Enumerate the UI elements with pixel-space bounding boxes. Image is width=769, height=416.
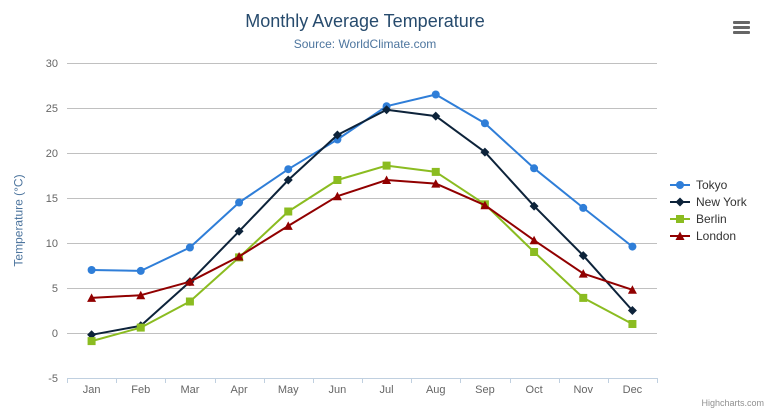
x-axis-label: Jan: [83, 384, 101, 396]
x-axis-label: Feb: [131, 384, 150, 396]
data-point-marker[interactable]: [382, 105, 392, 115]
data-point-marker[interactable]: [382, 161, 391, 170]
data-point-marker[interactable]: [136, 290, 146, 300]
series-line-tokyo[interactable]: [90, 93, 634, 272]
chart-subtitle: Source: WorldClimate.com: [293, 37, 437, 51]
data-point-marker[interactable]: [382, 175, 392, 185]
x-axis-label: May: [278, 384, 299, 396]
data-point-marker[interactable]: [431, 179, 441, 188]
x-axis-label: Jun: [329, 384, 347, 396]
legend-item-tokyo[interactable]: Tokyo: [669, 176, 747, 193]
data-point-marker[interactable]: [579, 203, 588, 212]
chart-title: Monthly Average Temperature: [245, 11, 485, 31]
legend-label: Tokyo: [696, 177, 728, 192]
y-axis-title: Temperature (°C): [11, 174, 26, 267]
data-point-marker[interactable]: [578, 269, 588, 278]
data-point-marker[interactable]: [431, 90, 440, 99]
series-tokyo: [87, 90, 637, 275]
data-point-marker[interactable]: [283, 221, 293, 230]
y-axis-label: 15: [46, 193, 58, 205]
data-point-marker[interactable]: [185, 297, 194, 306]
data-point-marker[interactable]: [87, 330, 97, 340]
hamburger-bar: [733, 26, 750, 29]
hamburger-bar: [733, 21, 750, 24]
x-axis-label: Dec: [623, 384, 643, 396]
chart-legend: Tokyo New York Berlin London: [669, 176, 747, 244]
y-axis-label: -5: [48, 373, 58, 385]
highcharts-credits-link[interactable]: Highcharts.com: [701, 398, 764, 408]
series-line-new-york[interactable]: [90, 108, 634, 336]
series-new-york: [87, 105, 637, 340]
x-axis-label: Jul: [380, 384, 394, 396]
x-axis-label: Aug: [426, 384, 446, 396]
legend-symbol: [675, 231, 685, 240]
data-point-marker[interactable]: [530, 248, 539, 256]
legend-symbol: [675, 197, 685, 206]
data-point-marker[interactable]: [332, 191, 342, 201]
legend-marker-triangle-icon: [670, 231, 690, 240]
y-axis-label: 30: [46, 58, 58, 70]
hamburger-icon[interactable]: [733, 21, 750, 34]
legend-item-new-york[interactable]: New York: [669, 193, 747, 210]
x-axis-label: Apr: [231, 384, 248, 396]
legend-item-london[interactable]: London: [669, 227, 747, 244]
legend-marker-square-icon: [670, 214, 690, 223]
series-line-berlin[interactable]: [90, 164, 634, 343]
y-axis-label: 10: [46, 238, 58, 250]
data-point-marker[interactable]: [480, 147, 490, 157]
data-point-marker[interactable]: [284, 207, 293, 216]
series-london: [87, 175, 637, 302]
x-axis-label: Mar: [180, 384, 199, 396]
data-point-marker[interactable]: [87, 293, 97, 302]
y-axis-label: 5: [52, 283, 58, 295]
data-point-marker[interactable]: [87, 266, 96, 274]
hamburger-bar: [733, 31, 750, 34]
legend-label: Berlin: [696, 211, 727, 226]
data-point-marker[interactable]: [234, 226, 244, 236]
series-line-london[interactable]: [90, 179, 634, 299]
legend-marker-diamond-icon: [670, 197, 690, 206]
data-point-marker[interactable]: [627, 306, 637, 315]
legend-symbol: [676, 180, 684, 189]
data-point-marker[interactable]: [136, 266, 145, 275]
data-point-marker[interactable]: [480, 200, 490, 210]
data-point-marker[interactable]: [235, 198, 244, 207]
data-point-marker[interactable]: [185, 243, 194, 252]
data-point-marker[interactable]: [431, 167, 440, 176]
x-axis-label: Nov: [573, 384, 593, 396]
legend-marker-circle-icon: [670, 180, 690, 189]
data-point-marker[interactable]: [627, 285, 637, 294]
data-point-marker[interactable]: [579, 293, 588, 302]
data-point-marker[interactable]: [234, 252, 244, 261]
data-point-marker[interactable]: [136, 323, 145, 332]
data-point-marker[interactable]: [87, 337, 96, 346]
data-point-marker[interactable]: [529, 201, 539, 211]
data-point-marker[interactable]: [333, 176, 342, 184]
data-point-marker[interactable]: [284, 165, 293, 174]
y-axis-label: 0: [52, 328, 58, 340]
data-point-marker[interactable]: [530, 164, 539, 173]
data-point-marker[interactable]: [628, 242, 637, 251]
y-axis-label: 25: [46, 103, 58, 115]
data-point-marker[interactable]: [578, 251, 588, 261]
data-point-marker[interactable]: [431, 111, 441, 121]
data-point-marker[interactable]: [185, 277, 195, 286]
legend-label: New York: [696, 194, 747, 209]
data-point-marker[interactable]: [332, 130, 342, 140]
y-axis-label: 20: [46, 148, 58, 160]
legend-item-berlin[interactable]: Berlin: [669, 210, 747, 227]
legend-symbol: [676, 214, 684, 223]
legend-label: London: [696, 228, 737, 243]
data-point-marker[interactable]: [480, 119, 489, 128]
data-point-marker[interactable]: [529, 235, 539, 245]
data-point-marker[interactable]: [283, 175, 293, 185]
x-axis-label: Sep: [475, 384, 495, 396]
x-axis-label: Oct: [526, 384, 543, 396]
data-point-marker[interactable]: [628, 320, 637, 328]
